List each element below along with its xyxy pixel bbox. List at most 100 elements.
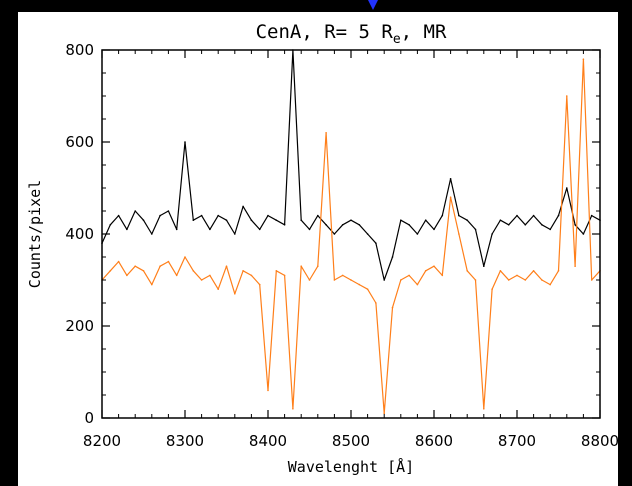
series-1-point-22 — [283, 274, 286, 277]
series-1-point-10 — [184, 256, 186, 258]
series-1-point-7 — [159, 265, 161, 268]
series-0-point-5 — [142, 219, 145, 221]
series-0-point-13 — [209, 228, 211, 231]
series-1-point-49 — [507, 279, 510, 281]
y-tick-label-4: 800 — [65, 41, 94, 59]
series-1-point-16 — [234, 293, 236, 295]
series-0-point-48 — [499, 219, 502, 221]
series-0-point-19 — [258, 228, 261, 231]
y-tick-label-1: 200 — [65, 317, 94, 335]
series-1-point-27 — [325, 132, 327, 134]
series-1-point-32 — [366, 288, 369, 291]
series-0-point-1 — [109, 224, 112, 226]
series-1-point-54 — [549, 283, 551, 286]
series-1-point-58 — [582, 58, 585, 60]
series-0-point-31 — [358, 224, 361, 226]
series-1-point-50 — [516, 274, 518, 277]
series-1-point-6 — [151, 283, 153, 286]
series-1-point-34 — [383, 412, 386, 415]
series-1-point-40 — [433, 265, 435, 268]
series-0-point-17 — [242, 205, 244, 208]
series-1-point-44 — [466, 270, 469, 272]
series-line-1 — [101, 58, 601, 414]
series-0-point-14 — [217, 214, 219, 217]
series-1-point-52 — [532, 270, 535, 272]
series-1-point-12 — [200, 279, 203, 281]
series-1-point-17 — [242, 270, 244, 272]
series-0-point-52 — [532, 214, 535, 217]
series-1-point-19 — [258, 283, 261, 286]
series-1-point-47 — [491, 288, 493, 291]
series-0-point-44 — [466, 219, 469, 221]
series-1-point-9 — [175, 274, 178, 277]
series-1-point-21 — [275, 270, 278, 272]
series-0-point-39 — [424, 219, 427, 221]
series-1-point-42 — [449, 196, 452, 198]
series-1-point-23 — [292, 408, 294, 410]
series-1-point-1 — [109, 270, 112, 272]
series-0-point-3 — [126, 228, 128, 231]
series-0-point-55 — [557, 214, 560, 217]
series-1-point-53 — [541, 279, 543, 281]
series-0-point-4 — [134, 210, 136, 212]
y-tick-label-2: 400 — [65, 225, 94, 243]
series-1-point-59 — [590, 279, 593, 281]
x-tick-label-3: 8500 — [332, 432, 370, 450]
series-1-point-31 — [358, 283, 361, 286]
x-tick-label-2: 8400 — [249, 432, 287, 450]
series-0-point-43 — [458, 214, 460, 217]
series-0-point-8 — [167, 210, 170, 212]
series-0-point-22 — [283, 224, 286, 226]
chart-title: CenA, R= 5 Re, MR — [256, 21, 447, 47]
series-1-point-5 — [142, 270, 145, 272]
series-1-point-57 — [574, 265, 576, 268]
series-1-point-46 — [483, 408, 485, 410]
series-1-point-56 — [566, 95, 568, 97]
series-0-point-46 — [483, 265, 485, 268]
series-1-point-24 — [300, 265, 303, 268]
series-1-point-48 — [499, 270, 502, 272]
y-tick-label-3: 600 — [65, 133, 94, 151]
label-layer: 8200 8300 8400 8500 8600 8700 8800 0 200 400 600 80… — [65, 41, 619, 450]
series-layer — [101, 49, 601, 415]
series-1-point-25 — [308, 279, 311, 281]
series-1-point-18 — [250, 274, 253, 277]
series-0-point-6 — [151, 233, 153, 235]
series-1-point-20 — [267, 389, 269, 392]
series-0-point-37 — [408, 224, 410, 226]
series-1-point-26 — [317, 265, 319, 268]
series-1-point-35 — [391, 306, 394, 309]
top-marker-icon — [368, 0, 378, 10]
series-0-point-12 — [200, 214, 203, 217]
series-0-point-56 — [566, 187, 568, 189]
series-0-point-16 — [234, 233, 236, 235]
x-tick-label-5: 8700 — [498, 432, 536, 450]
chart-title-subscript: e — [393, 32, 401, 47]
series-1-point-8 — [167, 260, 170, 263]
series-0-point-26 — [317, 214, 319, 217]
series-0-point-29 — [341, 224, 344, 226]
series-line-0 — [101, 49, 601, 281]
series-0-point-57 — [574, 224, 576, 226]
x-tick-label-4: 8600 — [415, 432, 453, 450]
plot-frame — [101, 49, 601, 419]
series-1-point-4 — [134, 265, 136, 268]
series-1-point-11 — [192, 270, 195, 272]
series-1-point-41 — [441, 274, 444, 277]
series-0-point-59 — [590, 214, 593, 217]
series-0-point-9 — [175, 228, 178, 231]
series-0-point-32 — [366, 233, 369, 235]
x-tick-label-0: 8200 — [83, 432, 121, 450]
series-1-point-33 — [375, 302, 377, 304]
tick-layer — [101, 49, 601, 419]
series-1-point-29 — [341, 274, 344, 277]
series-1-point-38 — [416, 283, 419, 286]
series-0-point-51 — [524, 224, 527, 226]
plot-panel — [18, 12, 618, 486]
series-0-point-42 — [449, 178, 452, 180]
series-1-point-14 — [217, 288, 219, 291]
series-0-point-53 — [541, 224, 543, 226]
series-1-point-28 — [333, 279, 336, 281]
series-0-point-49 — [507, 224, 510, 226]
series-0-point-50 — [516, 214, 518, 217]
